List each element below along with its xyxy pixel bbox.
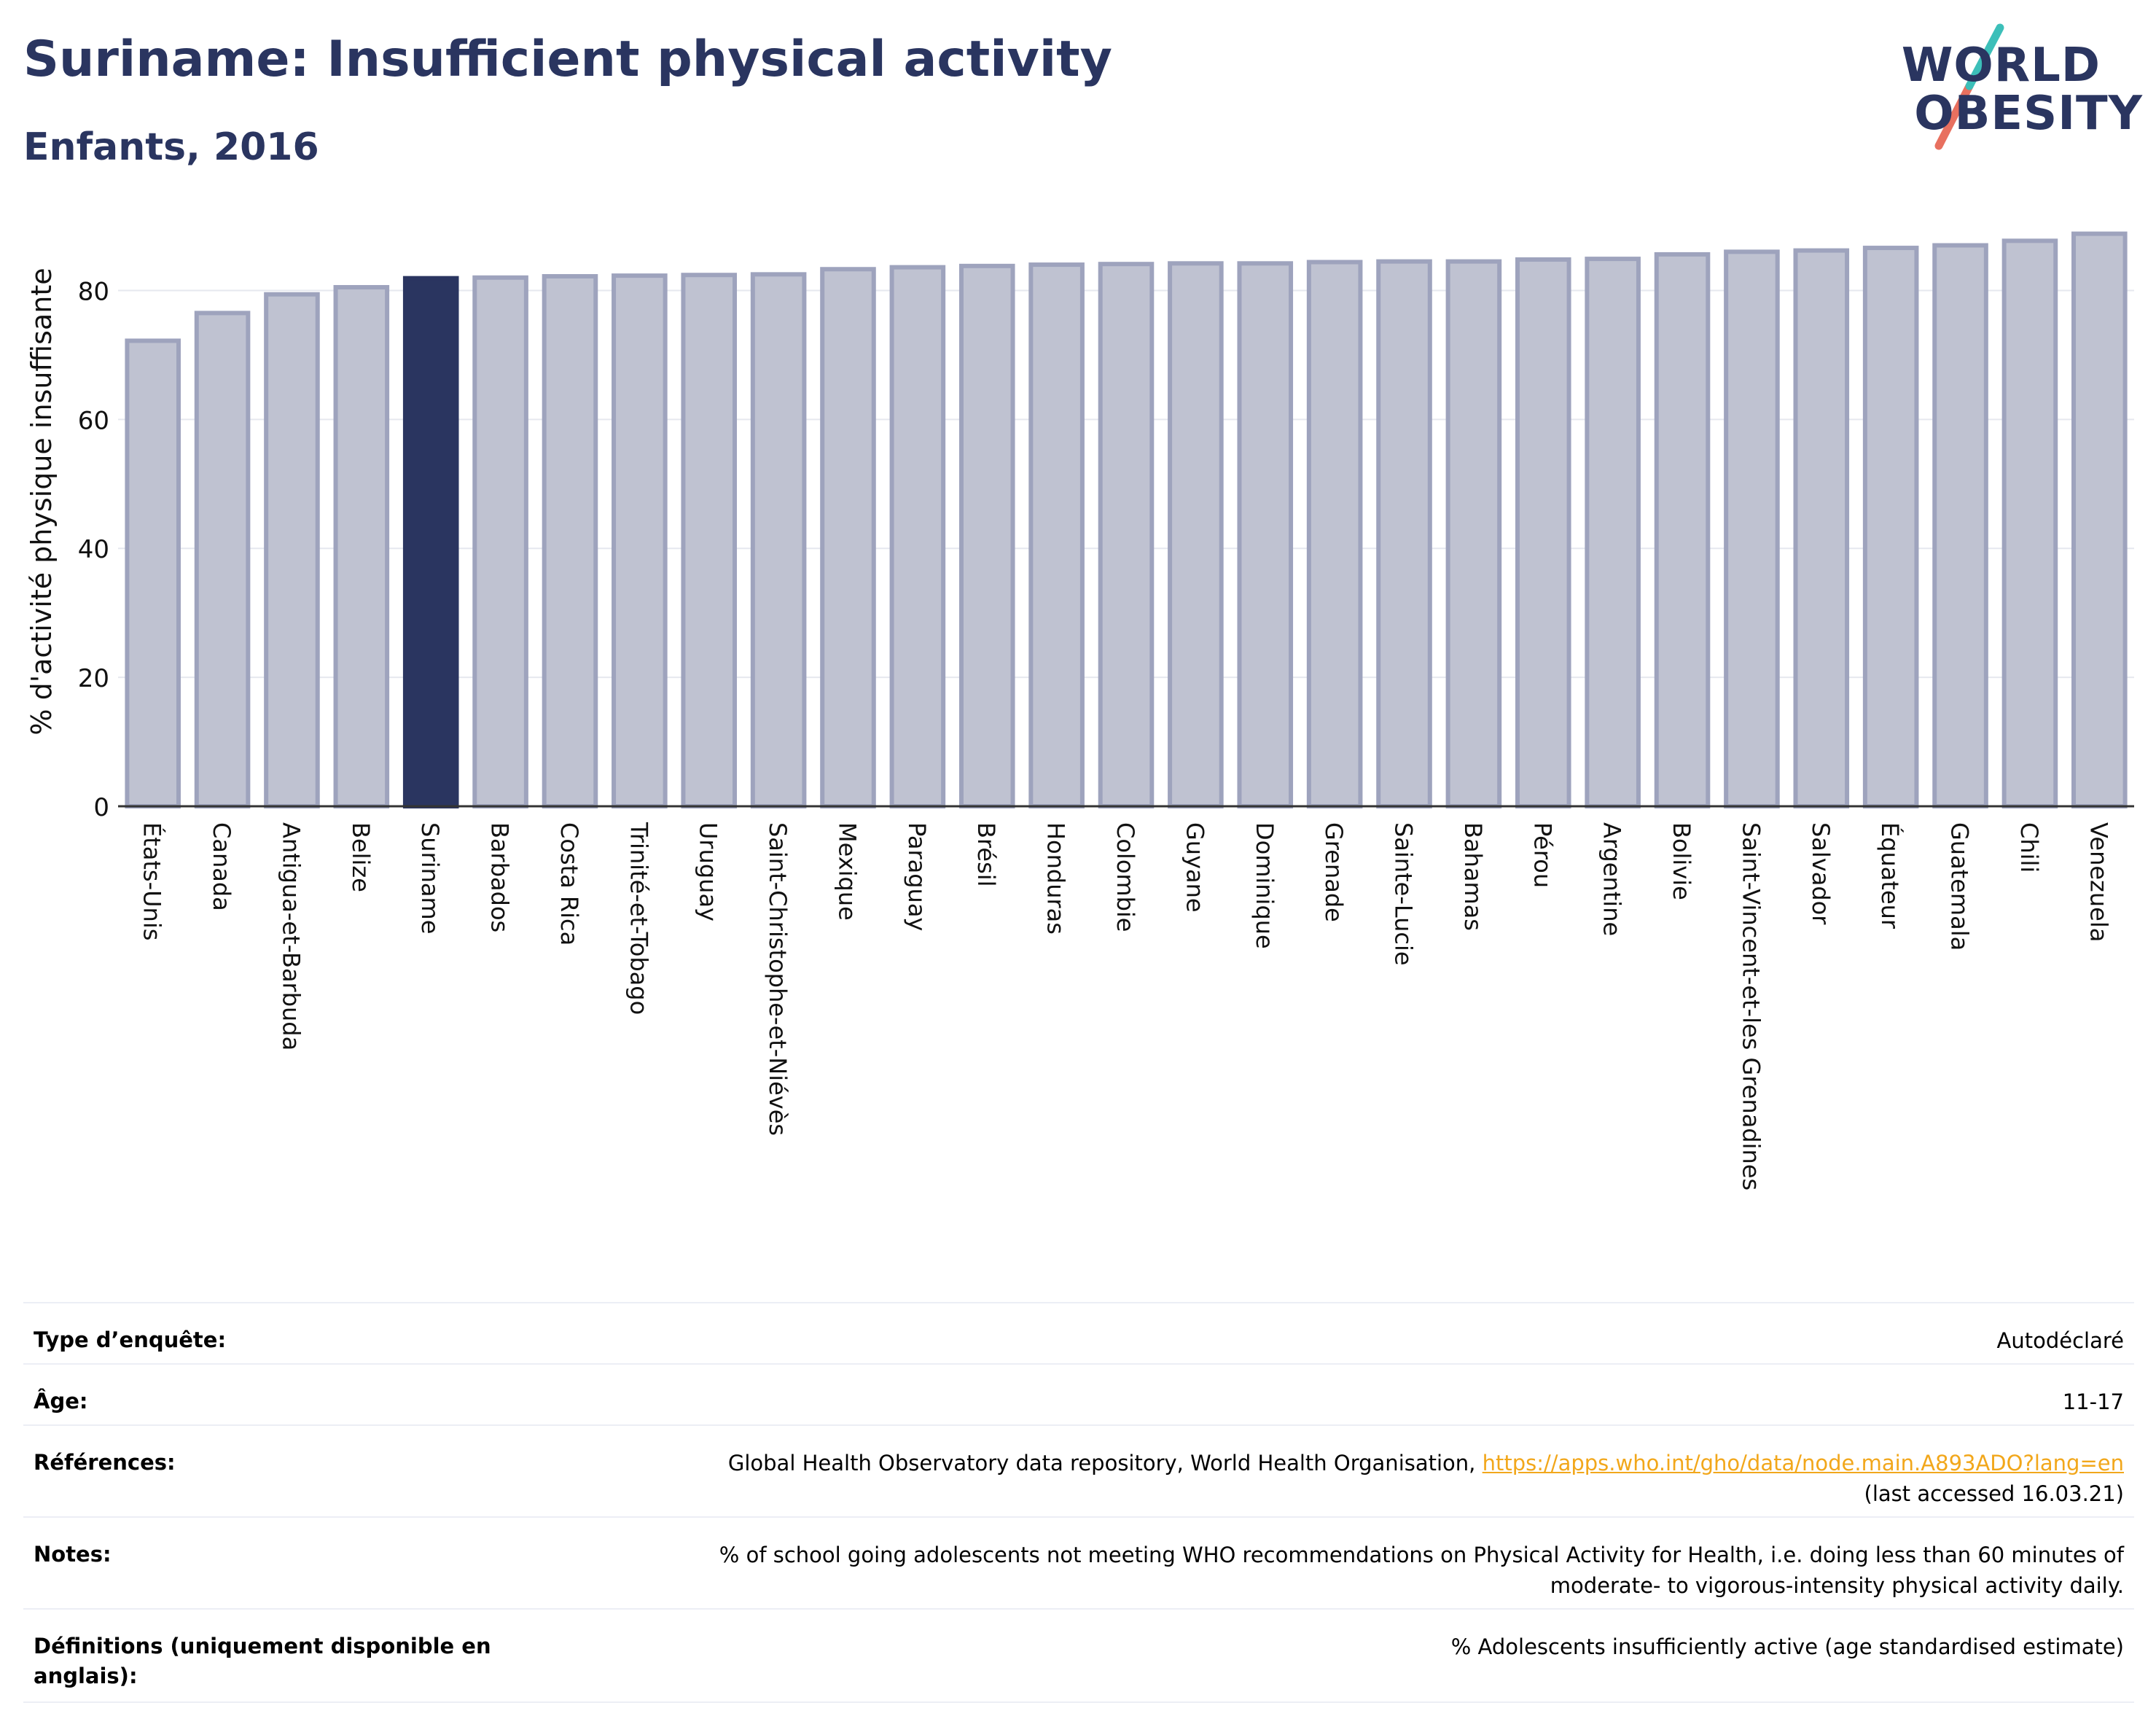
- survey-type-value: Autodéclaré: [1996, 1328, 2124, 1353]
- info-table: Type d’enquête: Autodéclaré Âge: 11-17 R…: [23, 1302, 2134, 1703]
- bar-Guyane: [1168, 261, 1224, 808]
- x-tick-label: Uruguay: [695, 822, 722, 921]
- bar-Colombie: [1098, 262, 1155, 808]
- y-tick-labels: 0 20 40 60 80: [78, 277, 109, 822]
- logo-line2: OBESITY: [1914, 87, 2143, 141]
- references-value: Global Health Observatory data repositor…: [593, 1448, 2124, 1509]
- bar-Costa Rica: [542, 273, 598, 808]
- bar-Uruguay: [681, 273, 738, 809]
- x-tick-label: Dominique: [1251, 822, 1278, 949]
- references-link[interactable]: https://apps.who.int/gho/data/node.main.…: [1482, 1451, 2124, 1475]
- world-obesity-logo: WORLD OBESITY: [1895, 22, 2143, 153]
- x-tick-label: Bahamas: [1459, 822, 1487, 931]
- y-tick-label: 20: [78, 664, 109, 693]
- x-tick-label: Équateur: [1876, 822, 1904, 929]
- bar-Belize: [333, 285, 390, 808]
- bar-Saint-Vincent-et-les Grenadines: [1724, 249, 1780, 808]
- bar-Équateur: [1862, 246, 1919, 809]
- x-tick-label: Grenade: [1320, 822, 1348, 922]
- x-tick-label: Paraguay: [903, 822, 931, 931]
- bar-Pérou: [1515, 257, 1571, 809]
- bar-Paraguay: [889, 265, 946, 809]
- x-tick-label: Trinité-et-Tobago: [625, 822, 652, 1015]
- x-tick-label: Pérou: [1528, 822, 1556, 888]
- logo-slash-icon: [1934, 23, 2004, 150]
- bar-Honduras: [1028, 262, 1085, 809]
- bar-Dominique: [1237, 261, 1294, 808]
- bar-Bahamas: [1445, 259, 1502, 808]
- references-label: Références:: [34, 1450, 176, 1475]
- bar-Brésil: [958, 263, 1015, 808]
- page-subtitle: Enfants, 2016: [23, 125, 319, 169]
- references-accessed: (last accessed 16.03.21): [1864, 1481, 2124, 1507]
- x-tick-label: Salvador: [1807, 822, 1835, 925]
- y-tick-label: 60: [78, 406, 109, 435]
- x-tick-label: Brésil: [972, 822, 1000, 887]
- bar-Grenade: [1306, 260, 1363, 809]
- page-title: Suriname: Insufficient physical activity: [23, 31, 1112, 88]
- row-references: Références: Global Health Observatory da…: [23, 1424, 2134, 1516]
- bar-Argentine: [1585, 257, 1641, 808]
- x-tick-label: Chili: [2015, 822, 2043, 873]
- bar-Salvador: [1793, 248, 1850, 808]
- x-tick-label: États-Unis: [138, 822, 166, 940]
- age-label: Âge:: [34, 1389, 88, 1414]
- x-tick-label: Venezuela: [2085, 822, 2112, 942]
- y-tick-label: 0: [93, 793, 109, 822]
- bar-États-Unis: [125, 338, 181, 809]
- x-tick-label: Saint-Christophe-et-Niévès: [764, 822, 792, 1136]
- x-tick-label: Barbados: [486, 822, 514, 932]
- bar-Antigua-et-Barbuda: [264, 292, 320, 809]
- x-tick-label: Guatemala: [1946, 822, 1974, 951]
- row-age: Âge: 11-17: [23, 1363, 2134, 1424]
- x-tick-label: Canada: [208, 822, 235, 911]
- bar-Mexique: [820, 267, 876, 809]
- x-tick-label: Costa Rica: [555, 822, 583, 946]
- row-definitions: Définitions (uniquement disponible en an…: [23, 1608, 2134, 1703]
- definitions-label: Définitions (uniquement disponible en an…: [34, 1634, 491, 1688]
- bar-Barbados: [472, 275, 528, 808]
- x-tick-label: Suriname: [416, 822, 444, 934]
- y-tick-label: 80: [78, 277, 109, 306]
- x-tick-label: Bolivie: [1668, 822, 1695, 900]
- x-tick-label: Guyane: [1181, 822, 1208, 913]
- x-tick-label: Belize: [347, 822, 375, 892]
- x-tick-label: Argentine: [1598, 822, 1626, 936]
- x-tick-label: Honduras: [1042, 822, 1070, 935]
- bar-Trinité-et-Tobago: [612, 273, 668, 808]
- logo-line1: WORLD: [1901, 39, 2101, 93]
- bar-Venezuela: [2071, 231, 2128, 808]
- definitions-value: % Adolescents insufficiently active (age…: [1450, 1634, 2124, 1659]
- bar-chart: 0 20 40 60 80 États-Unis Canada Antigua-et-Bar…: [26, 231, 2134, 1190]
- bar-Chili: [2001, 238, 2058, 808]
- bar-Suriname: [402, 276, 459, 808]
- row-survey-type: Type d’enquête: Autodéclaré: [23, 1302, 2134, 1363]
- notes-line1: % of school going adolescents not meetin…: [719, 1543, 2124, 1567]
- x-tick-label: Sainte-Lucie: [1390, 822, 1418, 966]
- survey-type-label: Type d’enquête:: [34, 1327, 227, 1352]
- bar-Guatemala: [1932, 243, 1988, 809]
- bars: [125, 231, 2128, 809]
- x-tick-label: Saint-Vincent-et-les Grenadines: [1737, 822, 1765, 1190]
- y-axis-label: % d'activité physique insuffisante: [26, 268, 58, 735]
- bar-Bolivie: [1654, 252, 1711, 809]
- x-tick-label: Mexique: [833, 822, 861, 921]
- age-value: 11-17: [2062, 1389, 2124, 1414]
- bar-Saint-Christophe-et-Niévès: [750, 272, 807, 809]
- x-tick-labels: États-Unis Canada Antigua-et-Barbuda Belize…: [138, 822, 2113, 1190]
- bar-Canada: [194, 311, 251, 808]
- notes-line2: moderate- to vigorous-intensity physical…: [1550, 1573, 2124, 1599]
- x-tick-label: Antigua-et-Barbuda: [277, 822, 305, 1050]
- notes-value: % of school going adolescents not meetin…: [593, 1540, 2124, 1601]
- x-tick-label: Colombie: [1112, 822, 1139, 932]
- bar-Sainte-Lucie: [1376, 259, 1432, 808]
- notes-label: Notes:: [34, 1542, 112, 1567]
- y-tick-label: 40: [78, 535, 109, 564]
- row-notes: Notes: % of school going adolescents not…: [23, 1516, 2134, 1608]
- references-text: Global Health Observatory data repositor…: [727, 1451, 1483, 1475]
